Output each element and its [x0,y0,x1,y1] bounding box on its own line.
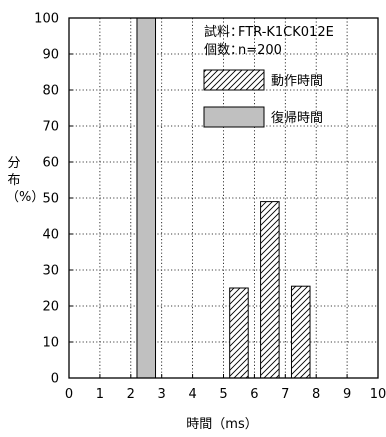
annotation-count-value: n=200 [238,43,282,58]
x-tick-label: 4 [188,387,196,402]
y-axis-label: 分 布 （%） [6,155,45,206]
annotation-sample-value: FTR-K1CK012E [238,25,334,40]
x-tick-label: 3 [158,387,166,402]
y-tick-label: 60 [42,156,59,171]
y-tick-label: 10 [42,336,59,351]
y-tick-label: 80 [42,84,59,99]
y-tick-label: 30 [42,264,59,279]
legend-item-operate-time: 動作時間 [203,69,323,91]
bar-release-time [136,17,157,379]
x-tick-label: 5 [219,387,227,402]
y-tick-label: 40 [42,228,59,243]
x-tick-label: 2 [127,387,135,402]
grid-lines [69,18,378,378]
legend-swatch [203,69,265,91]
y-tick-label: 90 [42,48,59,63]
y-tick-label: 100 [34,12,59,27]
x-axis-label: 時間（ms） [186,417,257,432]
annotation-sample: 試料： FTR-K1CK012E [204,24,334,40]
y-tick-label: 70 [42,120,59,135]
bar-operate-time [229,287,249,379]
x-tick-label: 6 [250,387,258,402]
annotation-count-label: 個数： [204,43,243,58]
y-axis-label-line: 分 [7,156,21,171]
y-tick-label: 50 [42,192,59,207]
x-tick-label: 10 [370,387,386,402]
annotation-sample-label: 試料： [204,24,243,40]
bar-operate-time [260,201,280,379]
y-axis-label-line: 布 [7,173,21,188]
legend-label: 動作時間 [271,74,323,89]
annotation-count: 個数： n=200 [204,43,282,58]
legend-swatch [203,106,265,128]
x-tick-label: 8 [312,387,320,402]
x-tick-label: 1 [96,387,104,402]
y-tick-label: 20 [42,300,59,315]
y-axis-label-line: （%） [6,190,45,205]
y-tick-label: 0 [51,372,59,387]
x-tick-label: 0 [65,387,73,402]
bar-operate-time [290,285,311,379]
x-tick-label: 9 [343,387,351,402]
legend-label: 復帰時間 [271,110,323,126]
legend-item-release-time: 復帰時間 [203,106,323,128]
x-tick-label: 7 [281,387,289,402]
